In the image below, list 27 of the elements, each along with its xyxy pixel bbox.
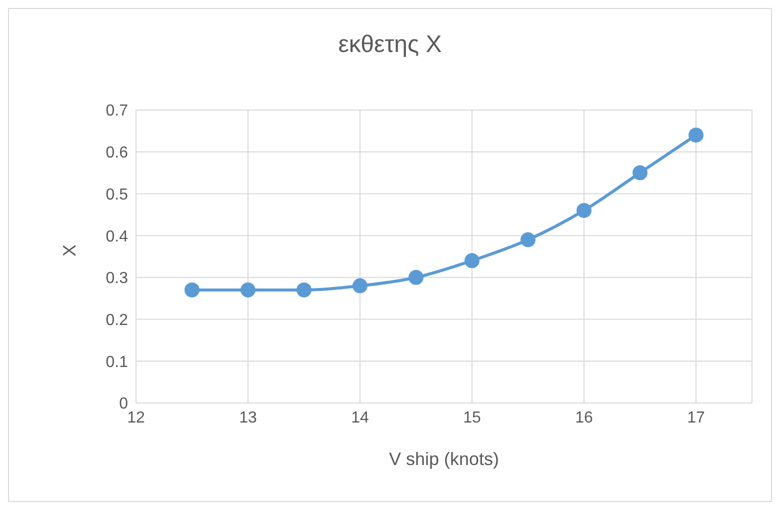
x-axis-title: V ship (knots) (388, 449, 500, 469)
y-tick-label: 0.1 (106, 354, 128, 371)
point (520, 232, 536, 248)
y-tick-label: 0.5 (106, 186, 128, 204)
x-tick-label: 12 (127, 409, 145, 426)
point (184, 282, 200, 298)
x-tick-label: 13 (239, 409, 257, 426)
point (296, 282, 312, 298)
x-tick-label: 14 (351, 409, 369, 426)
x-tick-label: 15 (463, 409, 481, 426)
y-tick-label: 0.6 (106, 144, 128, 162)
point (408, 270, 424, 285)
y-tick-label: 0 (119, 396, 128, 413)
point (464, 253, 480, 268)
y-tick-label: 0.3 (106, 270, 128, 288)
x-tick-label: 17 (687, 409, 705, 426)
point (632, 165, 648, 180)
y-tick-label: 0.4 (106, 228, 128, 246)
y-tick-label: 0.2 (106, 312, 128, 329)
point (352, 278, 368, 294)
point (576, 202, 592, 218)
chart-title: εκθετης X (337, 31, 443, 59)
point (240, 282, 256, 298)
point (688, 128, 704, 143)
y-tick-label: 0.7 (106, 102, 128, 120)
x-tick-label: 16 (575, 409, 593, 426)
y-axis-title: X (59, 244, 80, 256)
